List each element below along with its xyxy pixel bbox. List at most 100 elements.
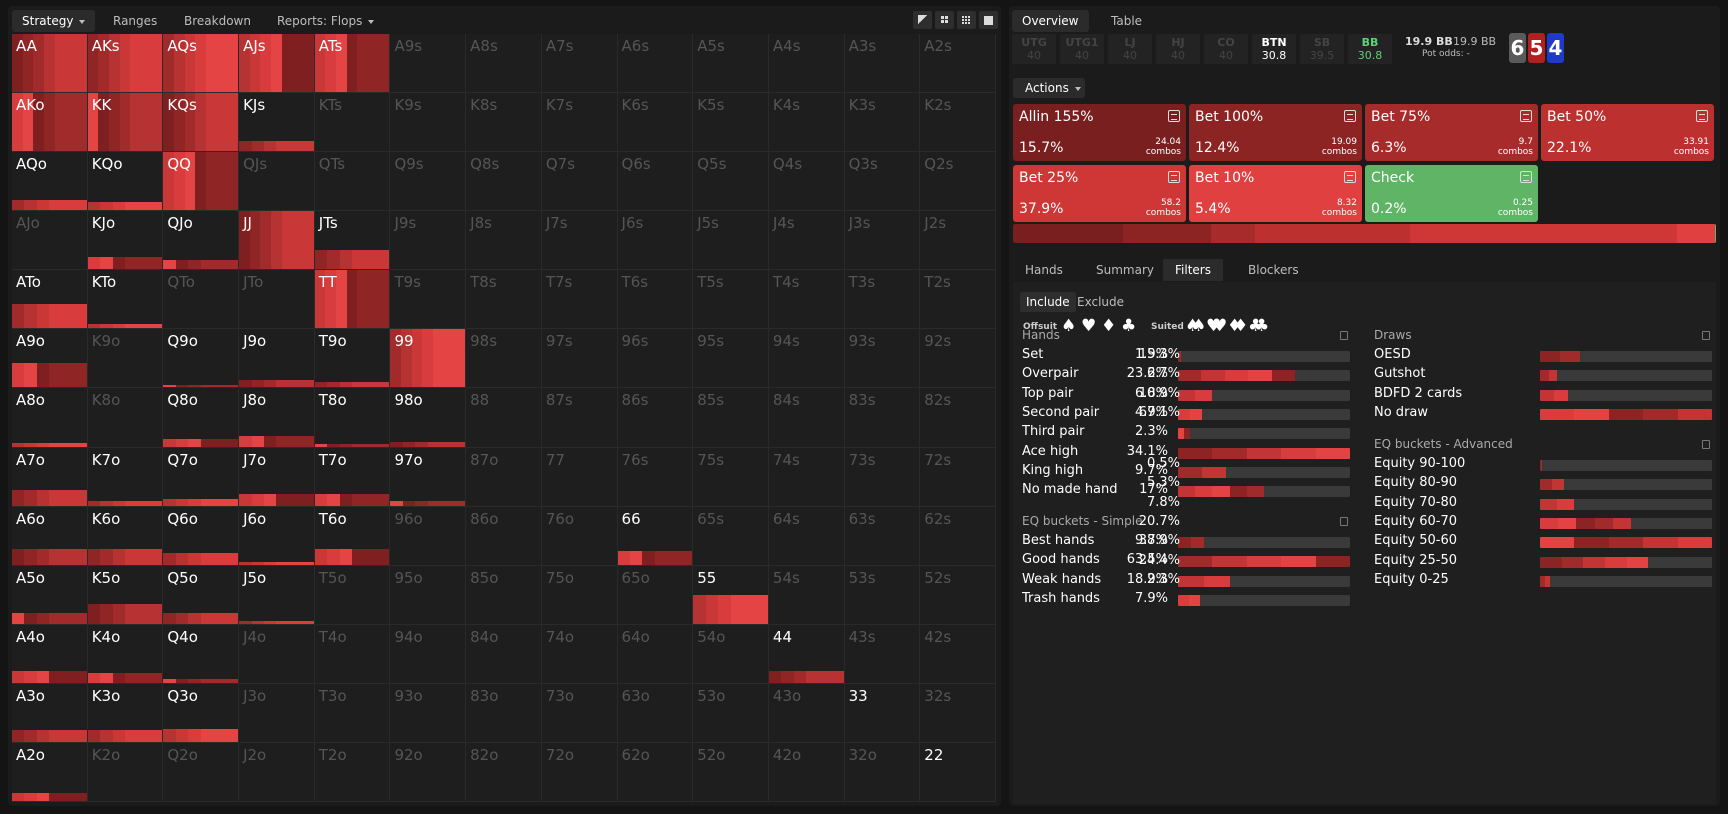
hand-cell-75s[interactable]: 75s [693,447,769,507]
position-bb[interactable]: BB 30.8 [1348,34,1392,64]
hand-cell-ajo[interactable]: AJo [12,211,88,271]
hand-cell-a9o[interactable]: A9o [12,329,88,389]
filter-row[interactable]: Gutshot 6.7% [1147,366,1712,385]
hand-cell-j7o[interactable]: J7o [239,447,315,507]
hand-cell-q2o[interactable]: Q2o [163,742,240,802]
hand-cell-a9s[interactable]: A9s [390,34,467,94]
subtab-filters[interactable]: Filters [1163,259,1223,281]
hand-cell-94s[interactable]: 94s [768,329,845,389]
hand-cell-a4o[interactable]: A4o [12,624,88,684]
details-icon[interactable] [1520,171,1532,183]
hand-cell-j2s[interactable]: J2s [920,211,996,271]
hand-cell-87o[interactable]: 87o [466,447,542,507]
hand-cell-a4s[interactable]: A4s [768,34,845,94]
filter-row[interactable]: No draw 67.1% [1139,405,1712,424]
position-lj[interactable]: LJ 40 [1108,34,1152,64]
details-icon[interactable] [1696,110,1708,122]
hand-cell-85o[interactable]: 85o [466,565,542,625]
hand-cell-q6o[interactable]: Q6o [163,506,240,566]
hand-cell-95s[interactable]: 95s [693,329,769,389]
hand-cell-j9o[interactable]: J9o [239,329,315,389]
small-grid-view-button[interactable] [935,11,954,29]
position-utg1[interactable]: UTG1 40 [1060,34,1104,64]
hand-cell-52s[interactable]: 52s [920,565,996,625]
hand-cell-kqo[interactable]: KQo [87,152,164,212]
details-icon[interactable] [1168,171,1180,183]
hand-cell-q8s[interactable]: Q8s [466,152,542,212]
hand-cell-jto[interactable]: JTo [239,270,315,330]
action-tile-allin-155-[interactable]: Allin 155% 15.7% 24.04 combos [1013,104,1186,161]
hand-cell-k4s[interactable]: K4s [768,93,845,153]
details-icon[interactable] [1344,171,1356,183]
filter-row[interactable]: Equity 70-80 7.8% [1147,495,1712,514]
hand-cell-93o[interactable]: 93o [390,683,467,743]
hand-cell-62o[interactable]: 62o [617,742,694,802]
hand-cell-t3o[interactable]: T3o [314,683,391,743]
filter-row[interactable]: Equity 80-90 5.3% [1147,475,1712,494]
hand-cell-j7s[interactable]: J7s [541,211,618,271]
hand-cell-q9s[interactable]: Q9s [390,152,467,212]
hand-cell-j6o[interactable]: J6o [239,506,315,566]
hand-cell-q5o[interactable]: Q5o [163,565,240,625]
hand-cell-75o[interactable]: 75o [541,565,618,625]
hand-cell-k8s[interactable]: K8s [466,93,542,153]
hand-cell-k3s[interactable]: K3s [844,93,921,153]
hand-cell-43s[interactable]: 43s [844,624,921,684]
hand-cell-96o[interactable]: 96o [390,506,467,566]
hand-cell-q9o[interactable]: Q9o [163,329,240,389]
details-icon[interactable] [1520,110,1532,122]
hand-cell-64o[interactable]: 64o [617,624,694,684]
hand-cell-jj[interactable]: JJ [239,211,315,271]
hand-cell-72o[interactable]: 72o [541,742,618,802]
action-tile-bet-75-[interactable]: Bet 75% 6.3% 9.7 combos [1365,104,1538,161]
hand-cell-42s[interactable]: 42s [920,624,996,684]
hand-cell-84o[interactable]: 84o [466,624,542,684]
hand-cell-t6s[interactable]: T6s [617,270,694,330]
action-tile-bet-10-[interactable]: Bet 10% 5.4% 8.32 combos [1189,165,1362,222]
hand-cell-t9o[interactable]: T9o [314,329,391,389]
hand-cell-t3s[interactable]: T3s [844,270,921,330]
hand-cell-ato[interactable]: ATo [12,270,88,330]
hand-cell-j5s[interactable]: J5s [693,211,769,271]
hand-cell-66[interactable]: 66 [617,506,694,566]
hand-cell-qts[interactable]: QTs [314,152,391,212]
filter-row[interactable]: BDFD 2 cards 10.9% [1139,386,1712,405]
hand-cell-82o[interactable]: 82o [466,742,542,802]
hand-cell-65o[interactable]: 65o [617,565,694,625]
collapse-icon[interactable] [1340,517,1348,526]
exclude-toggle[interactable]: Exclude [1077,295,1125,309]
tab-reports-flops[interactable]: Reports: Flops [267,10,384,32]
hand-cell-qq[interactable]: QQ [163,152,240,212]
position-utg[interactable]: UTG 40 [1012,34,1056,64]
hand-cell-a2o[interactable]: A2o [12,742,88,802]
hand-cell-t8s[interactable]: T8s [466,270,542,330]
filter-row[interactable]: Overpair 23.2% [1022,366,1350,385]
hand-cell-j5o[interactable]: J5o [239,565,315,625]
hand-cell-q2s[interactable]: Q2s [920,152,996,212]
tab-table[interactable]: Table [1111,14,1143,28]
hand-cell-j4s[interactable]: J4s [768,211,845,271]
filter-row[interactable]: King high 9.7% [1022,463,1350,482]
hand-cell-88[interactable]: 88 [466,388,542,448]
hand-cell-k3o[interactable]: K3o [87,683,164,743]
hand-cell-93s[interactable]: 93s [844,329,921,389]
hand-cell-55[interactable]: 55 [693,565,769,625]
filter-row[interactable]: Equity 60-70 20.7% [1139,514,1712,533]
subtab-blockers[interactable]: Blockers [1248,263,1299,277]
position-btn[interactable]: BTN 30.8 [1252,34,1296,64]
hand-cell-k2o[interactable]: K2o [87,742,164,802]
hand-cell-qjo[interactable]: QJo [163,211,240,271]
hand-cell-97o[interactable]: 97o [390,447,467,507]
hand-cell-q3s[interactable]: Q3s [844,152,921,212]
hand-cell-aqo[interactable]: AQo [12,152,88,212]
hand-cell-97s[interactable]: 97s [541,329,618,389]
hand-cell-33[interactable]: 33 [844,683,921,743]
tab-ranges[interactable]: Ranges [113,14,158,28]
filter-row[interactable]: No made hand 17% [1022,482,1350,501]
hand-cell-t6o[interactable]: T6o [314,506,391,566]
hand-cell-86o[interactable]: 86o [466,506,542,566]
hand-cell-82s[interactable]: 82s [920,388,996,448]
hand-cell-aa[interactable]: AA [12,34,88,94]
hand-cell-t2s[interactable]: T2s [920,270,996,330]
position-hj[interactable]: HJ 40 [1156,34,1200,64]
